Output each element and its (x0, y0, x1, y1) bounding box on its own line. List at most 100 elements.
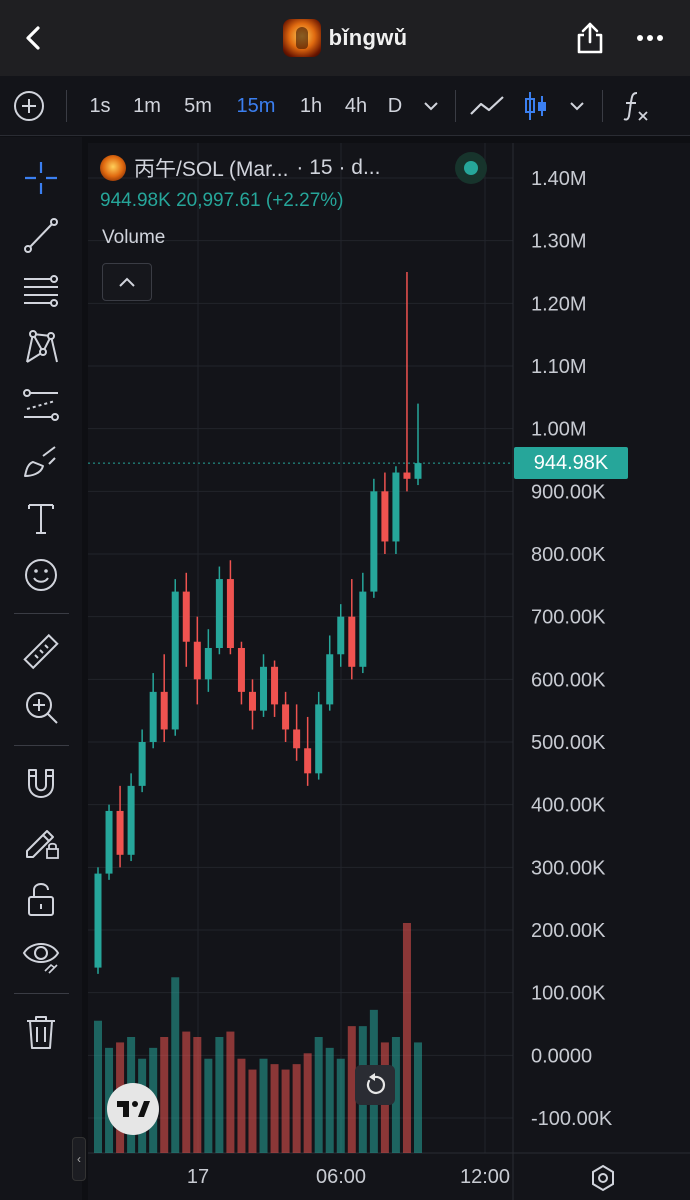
delete-tool[interactable] (15, 1008, 67, 1056)
symbol-interval: · 15 · d... (296, 156, 381, 179)
candle-body[interactable] (381, 491, 389, 542)
indicators-button[interactable] (618, 88, 654, 124)
back-button[interactable] (14, 18, 54, 58)
legend-last-price: 944.98K (100, 190, 171, 211)
interval-5m[interactable]: 5m (184, 94, 212, 117)
crosshair-tool[interactable] (15, 154, 67, 202)
candle-body[interactable] (282, 704, 290, 730)
candle-body[interactable] (271, 666, 279, 705)
candle-body[interactable] (248, 691, 256, 711)
price-axis-label: 100.00K (531, 983, 606, 1005)
candle-body[interactable] (348, 616, 356, 667)
candle-body[interactable] (392, 472, 400, 542)
volume-bar (336, 1058, 345, 1153)
magnet-tool[interactable] (15, 761, 67, 809)
candle-body[interactable] (370, 491, 378, 592)
toolbar-divider (455, 90, 456, 122)
volume-bar (325, 1047, 334, 1153)
chart-pane[interactable]: 1.40M 1.30M 1.20M 1.10M 1.00M 900.00K 800.00K 7… (88, 143, 690, 1200)
candle-body[interactable] (260, 666, 268, 711)
current-price-label: 944.98K (514, 447, 628, 479)
symbol-name[interactable]: 丙午/SOL (Mar... (134, 158, 289, 181)
add-symbol-button[interactable] (10, 88, 48, 124)
interval-1m[interactable]: 1m (133, 94, 161, 117)
toolbar-collapse-tab[interactable]: ‹ (72, 1137, 86, 1181)
volume-bar (182, 1031, 191, 1153)
candle-body[interactable] (304, 748, 312, 774)
ruler-tool[interactable] (15, 629, 67, 677)
token-avatar[interactable] (282, 19, 321, 57)
pattern-tool[interactable] (15, 324, 67, 372)
candle-body[interactable] (293, 729, 301, 749)
interval-dropdown[interactable] (418, 88, 444, 124)
unlock-tool[interactable] (15, 875, 67, 923)
text-icon (28, 504, 54, 534)
tradingview-logo[interactable] (107, 1083, 159, 1135)
candle-body[interactable] (127, 785, 135, 855)
candle-body[interactable] (359, 591, 367, 667)
volume-bar (237, 1058, 246, 1153)
pattern-icon (26, 330, 58, 363)
time-axis-label: 12:00 (460, 1166, 510, 1188)
trend-line-tool[interactable] (15, 211, 67, 259)
volume-bar (303, 1053, 312, 1153)
collapse-legend-button[interactable] (102, 263, 152, 301)
reset-chart-button[interactable] (355, 1065, 395, 1105)
candle-body[interactable] (138, 742, 146, 786)
candle-body[interactable] (116, 810, 124, 855)
lock-drawing-icon (26, 830, 59, 859)
market-status-icon[interactable] (455, 152, 487, 184)
tradingview-icon (117, 1101, 150, 1117)
interval-1s[interactable]: 1s (89, 94, 111, 117)
candle-body[interactable] (160, 691, 168, 730)
fib-lines-icon (24, 275, 58, 307)
line-chart-button[interactable] (466, 88, 508, 124)
price-axis-label: 500.00K (531, 732, 606, 754)
candle-body[interactable] (337, 616, 345, 655)
candle-body[interactable] (315, 704, 323, 774)
candles-button[interactable] (520, 88, 552, 124)
toolbar-divider (14, 613, 69, 614)
share-button[interactable] (568, 16, 612, 60)
candle-body[interactable] (326, 654, 334, 705)
volume-bar (160, 1037, 169, 1153)
candle-body[interactable] (193, 641, 201, 680)
fx-icon (623, 92, 648, 121)
volume-bar (193, 1037, 202, 1153)
candlestick-chart[interactable]: 1.40M 1.30M 1.20M 1.10M 1.00M 900.00K 800.00K 7… (88, 143, 690, 1200)
toolbar-divider (14, 745, 69, 746)
zoom-tool[interactable] (15, 683, 67, 731)
candle-body[interactable] (204, 648, 212, 680)
fib-tool[interactable] (15, 267, 67, 315)
toolbar-divider (66, 90, 67, 122)
candle-body[interactable] (237, 648, 245, 692)
candle-body[interactable] (226, 579, 234, 648)
interval-15m[interactable]: 15m (236, 94, 276, 117)
more-button[interactable] (628, 16, 672, 60)
candle-body[interactable] (149, 691, 157, 742)
volume-bar (248, 1069, 257, 1153)
lock-drawings-tool[interactable] (15, 817, 67, 865)
chart-type-dropdown[interactable] (564, 88, 590, 124)
candle-body[interactable] (215, 579, 223, 648)
candle-body[interactable] (403, 472, 411, 479)
interval-1h[interactable]: 1h (299, 94, 323, 117)
chart-settings-button[interactable] (588, 1163, 618, 1193)
price-axis-label: 1.10M (531, 356, 587, 378)
candle-body[interactable] (414, 463, 422, 479)
candle-body[interactable] (105, 810, 113, 874)
prediction-tool[interactable] (15, 381, 67, 429)
volume-bar (347, 1026, 356, 1153)
candle-body[interactable] (94, 873, 102, 968)
emoji-tool[interactable] (15, 551, 67, 599)
volume-bar (226, 1031, 235, 1153)
text-tool[interactable] (15, 495, 67, 543)
interval-d[interactable]: D (387, 94, 403, 117)
brush-tool[interactable] (15, 438, 67, 486)
price-axis-label: 1.30M (531, 231, 587, 253)
unlock-icon (28, 883, 54, 916)
interval-4h[interactable]: 4h (344, 94, 368, 117)
candle-body[interactable] (182, 591, 190, 642)
visibility-tool[interactable] (15, 931, 67, 979)
candle-body[interactable] (171, 591, 179, 730)
